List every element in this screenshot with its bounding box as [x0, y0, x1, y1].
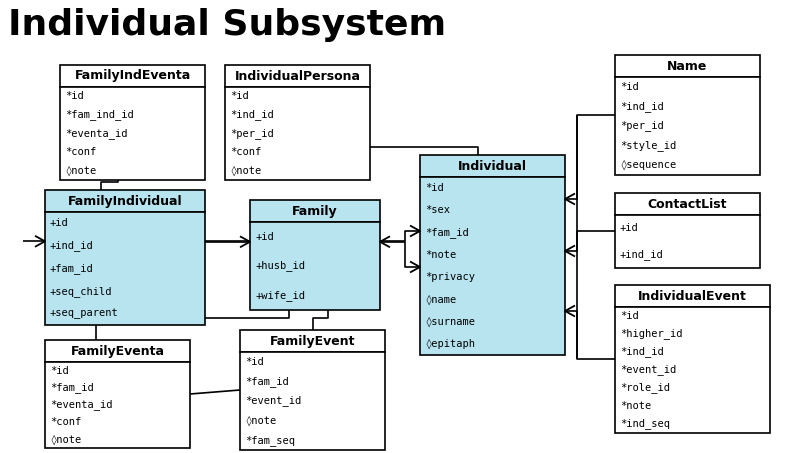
Text: *sex: *sex: [425, 205, 450, 215]
Text: FamilyEventa: FamilyEventa: [70, 344, 165, 357]
Text: Individual Subsystem: Individual Subsystem: [8, 8, 446, 42]
Text: *ind_id: *ind_id: [620, 101, 664, 112]
Bar: [60, 65, 205, 87]
Text: *id: *id: [620, 82, 638, 92]
Text: *eventa_id: *eventa_id: [65, 128, 127, 139]
Text: +ind_id: +ind_id: [50, 241, 94, 251]
Bar: [45, 212, 205, 325]
Text: +seq_parent: +seq_parent: [50, 308, 118, 319]
Text: *fam_seq: *fam_seq: [245, 435, 295, 446]
Bar: [240, 330, 385, 352]
Text: *conf: *conf: [65, 147, 96, 157]
Text: *ind_seq: *ind_seq: [620, 419, 670, 429]
Text: FamilyIndividual: FamilyIndividual: [68, 194, 182, 207]
Text: FamilyEvent: FamilyEvent: [270, 334, 355, 347]
Text: ◊name: ◊name: [425, 294, 456, 304]
Text: Family: Family: [292, 204, 338, 217]
Text: +wife_id: +wife_id: [255, 290, 305, 301]
Text: FamilyIndEventa: FamilyIndEventa: [74, 69, 190, 82]
Text: ◊note: ◊note: [230, 165, 262, 176]
Text: *privacy: *privacy: [425, 272, 475, 282]
Text: *id: *id: [620, 311, 638, 321]
Text: +husb_id: +husb_id: [255, 260, 305, 271]
Text: IndividualPersona: IndividualPersona: [234, 69, 361, 82]
Bar: [60, 87, 205, 180]
Text: IndividualEvent: IndividualEvent: [638, 289, 747, 303]
Text: ◊note: ◊note: [65, 165, 96, 176]
Text: *per_id: *per_id: [620, 120, 664, 131]
Text: *ind_id: *ind_id: [230, 110, 274, 120]
Text: *fam_id: *fam_id: [50, 382, 94, 393]
Bar: [45, 340, 190, 362]
Text: *ind_id: *ind_id: [620, 347, 664, 357]
Text: *higher_id: *higher_id: [620, 328, 682, 339]
Bar: [420, 177, 565, 355]
Text: ContactList: ContactList: [648, 198, 727, 211]
Text: *note: *note: [425, 250, 456, 260]
Text: ◊sequence: ◊sequence: [620, 160, 676, 170]
Bar: [615, 307, 770, 433]
Text: +id: +id: [620, 223, 638, 233]
Text: +seq_child: +seq_child: [50, 286, 113, 297]
Bar: [250, 200, 380, 222]
Text: +ind_id: +ind_id: [620, 249, 664, 260]
Text: *id: *id: [50, 366, 69, 376]
Text: *role_id: *role_id: [620, 382, 670, 394]
Text: *event_id: *event_id: [620, 365, 676, 376]
Bar: [225, 87, 370, 180]
Text: *note: *note: [620, 401, 651, 411]
Text: Name: Name: [667, 59, 708, 72]
Text: *eventa_id: *eventa_id: [50, 400, 113, 410]
Bar: [420, 155, 565, 177]
Bar: [615, 77, 760, 175]
Bar: [45, 190, 205, 212]
Text: *fam_id: *fam_id: [245, 376, 289, 387]
Text: +id: +id: [50, 218, 69, 228]
Bar: [615, 285, 770, 307]
Bar: [615, 215, 760, 268]
Bar: [240, 352, 385, 450]
Text: *event_id: *event_id: [245, 395, 302, 406]
Text: *per_id: *per_id: [230, 128, 274, 139]
Text: +fam_id: +fam_id: [50, 263, 94, 274]
Text: *id: *id: [425, 183, 444, 193]
Text: *fam_ind_id: *fam_ind_id: [65, 110, 134, 120]
Bar: [225, 65, 370, 87]
Text: ◊note: ◊note: [50, 434, 82, 444]
Bar: [45, 362, 190, 448]
Text: *id: *id: [65, 92, 84, 101]
Text: +id: +id: [255, 231, 274, 241]
Text: ◊epitaph: ◊epitaph: [425, 339, 475, 349]
Text: *style_id: *style_id: [620, 140, 676, 151]
Text: *id: *id: [230, 92, 249, 101]
Bar: [615, 193, 760, 215]
Text: ◊surname: ◊surname: [425, 317, 475, 327]
Text: *fam_id: *fam_id: [425, 227, 469, 238]
Text: ◊note: ◊note: [245, 415, 276, 426]
Text: *conf: *conf: [230, 147, 262, 157]
Text: Individual: Individual: [458, 159, 527, 173]
Text: *id: *id: [245, 357, 264, 367]
Bar: [615, 55, 760, 77]
Text: *conf: *conf: [50, 417, 82, 427]
Bar: [250, 222, 380, 310]
